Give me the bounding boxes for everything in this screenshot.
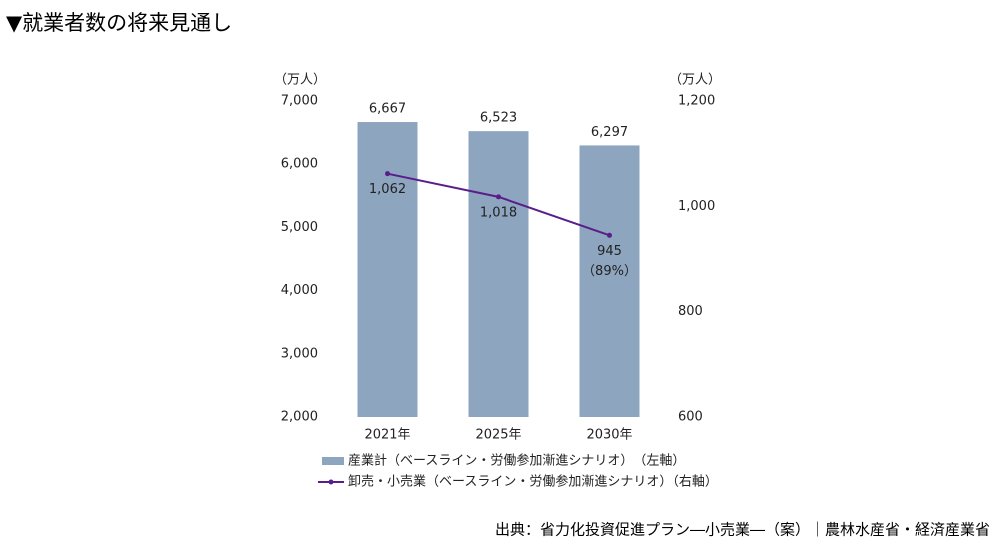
tick-label: 800 [678,304,703,319]
x-tick-label: 2030年 [586,428,632,443]
x-tick-label: 2025年 [475,428,521,443]
y2-unit: （万人） [669,73,721,88]
tick-label: 600 [678,410,703,425]
bar [468,131,529,417]
tick-label: 2,000 [281,410,318,425]
bar [357,122,418,418]
legend-swatch [328,479,334,485]
data-label: 1,062 [369,182,406,197]
legend-swatch [322,457,344,465]
line-point [607,232,612,238]
tick-label: 1,000 [678,199,715,214]
tick-label: 1,200 [678,94,715,109]
data-label: 945 [597,244,622,259]
data-label: 6,667 [369,102,406,117]
tick-label: 6,000 [281,157,318,172]
line-point [496,194,501,200]
legend-label: 産業計（ベースライン・労働参加漸進シナリオ） （左軸） [348,453,685,469]
tick-label: 4,000 [281,283,318,298]
x-tick-label: 2021年 [364,428,410,443]
y-unit: （万人） [274,73,326,88]
data-label: 6,523 [480,111,517,126]
tick-label: 7,000 [281,94,318,109]
data-label: 6,297 [591,125,628,140]
data-label: 1,018 [480,205,517,220]
bar [579,145,640,417]
line-point [385,171,390,177]
chart-title: ▼就業者数の将来見通し [6,11,232,35]
legend-label: 卸売・小売業（ベースライン・労働参加漸進シナリオ）（右軸） [348,474,718,490]
tick-label: 3,000 [281,346,318,361]
source: 出典：省力化投資促進プラン―小売業―（案）｜農林水産省・経済産業省 [495,521,990,539]
annotation: （89%） [582,264,637,279]
tick-label: 5,000 [281,220,318,235]
